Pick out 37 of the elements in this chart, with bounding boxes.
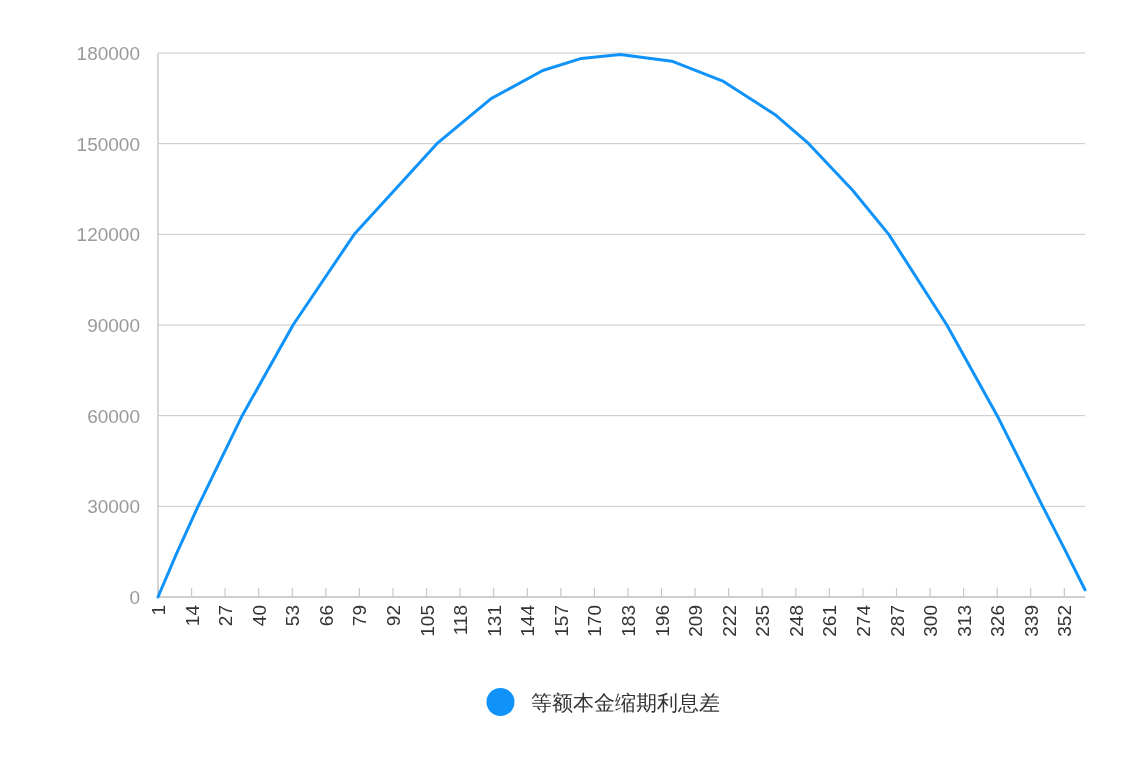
x-tick-label: 313: [953, 605, 975, 637]
x-tick-label: 248: [785, 605, 807, 637]
x-tick-label: 40: [248, 605, 270, 627]
x-tick-label: 144: [517, 604, 539, 637]
x-tick-label: 339: [1020, 605, 1042, 637]
x-tick-label: 183: [617, 605, 639, 637]
x-tick-label: 222: [718, 605, 740, 637]
x-tick-label: 209: [685, 605, 707, 637]
y-tick-label: 60000: [87, 405, 140, 427]
x-tick-label: 66: [315, 605, 337, 627]
y-tick-label: 120000: [76, 224, 140, 246]
x-tick-label: 105: [416, 605, 438, 637]
x-tick-label: 79: [349, 605, 371, 627]
y-tick-label: 90000: [87, 315, 140, 336]
y-tick-label: 180000: [76, 43, 140, 64]
x-tick-label: 235: [752, 605, 774, 637]
x-tick-label: 92: [382, 605, 404, 627]
x-tick-label: 326: [987, 605, 1009, 637]
x-tick-label: 170: [584, 605, 606, 637]
x-tick-label: 131: [483, 605, 505, 637]
line-series: [156, 53, 1087, 599]
x-tick-label: 287: [886, 605, 908, 637]
y-tick-label: 30000: [87, 496, 140, 518]
x-tick-label: 196: [651, 605, 673, 637]
y-tick-label: 0: [129, 587, 140, 608]
x-tick-label: 118: [450, 605, 472, 636]
legend-label: 等额本金缩期利息差: [530, 691, 720, 714]
x-tick-label: 27: [215, 605, 237, 627]
x-tick-label: 274: [852, 604, 874, 637]
x-tick-label: 352: [1054, 605, 1076, 637]
x-tick-label: 53: [282, 605, 304, 627]
x-tick-label: 300: [920, 605, 942, 637]
y-tick-label: 150000: [76, 133, 140, 155]
x-tick-label: 261: [819, 605, 841, 637]
x-tick-label: 1: [148, 605, 169, 616]
x-tick-label: 14: [181, 604, 203, 627]
x-tick-label: 157: [550, 605, 572, 637]
